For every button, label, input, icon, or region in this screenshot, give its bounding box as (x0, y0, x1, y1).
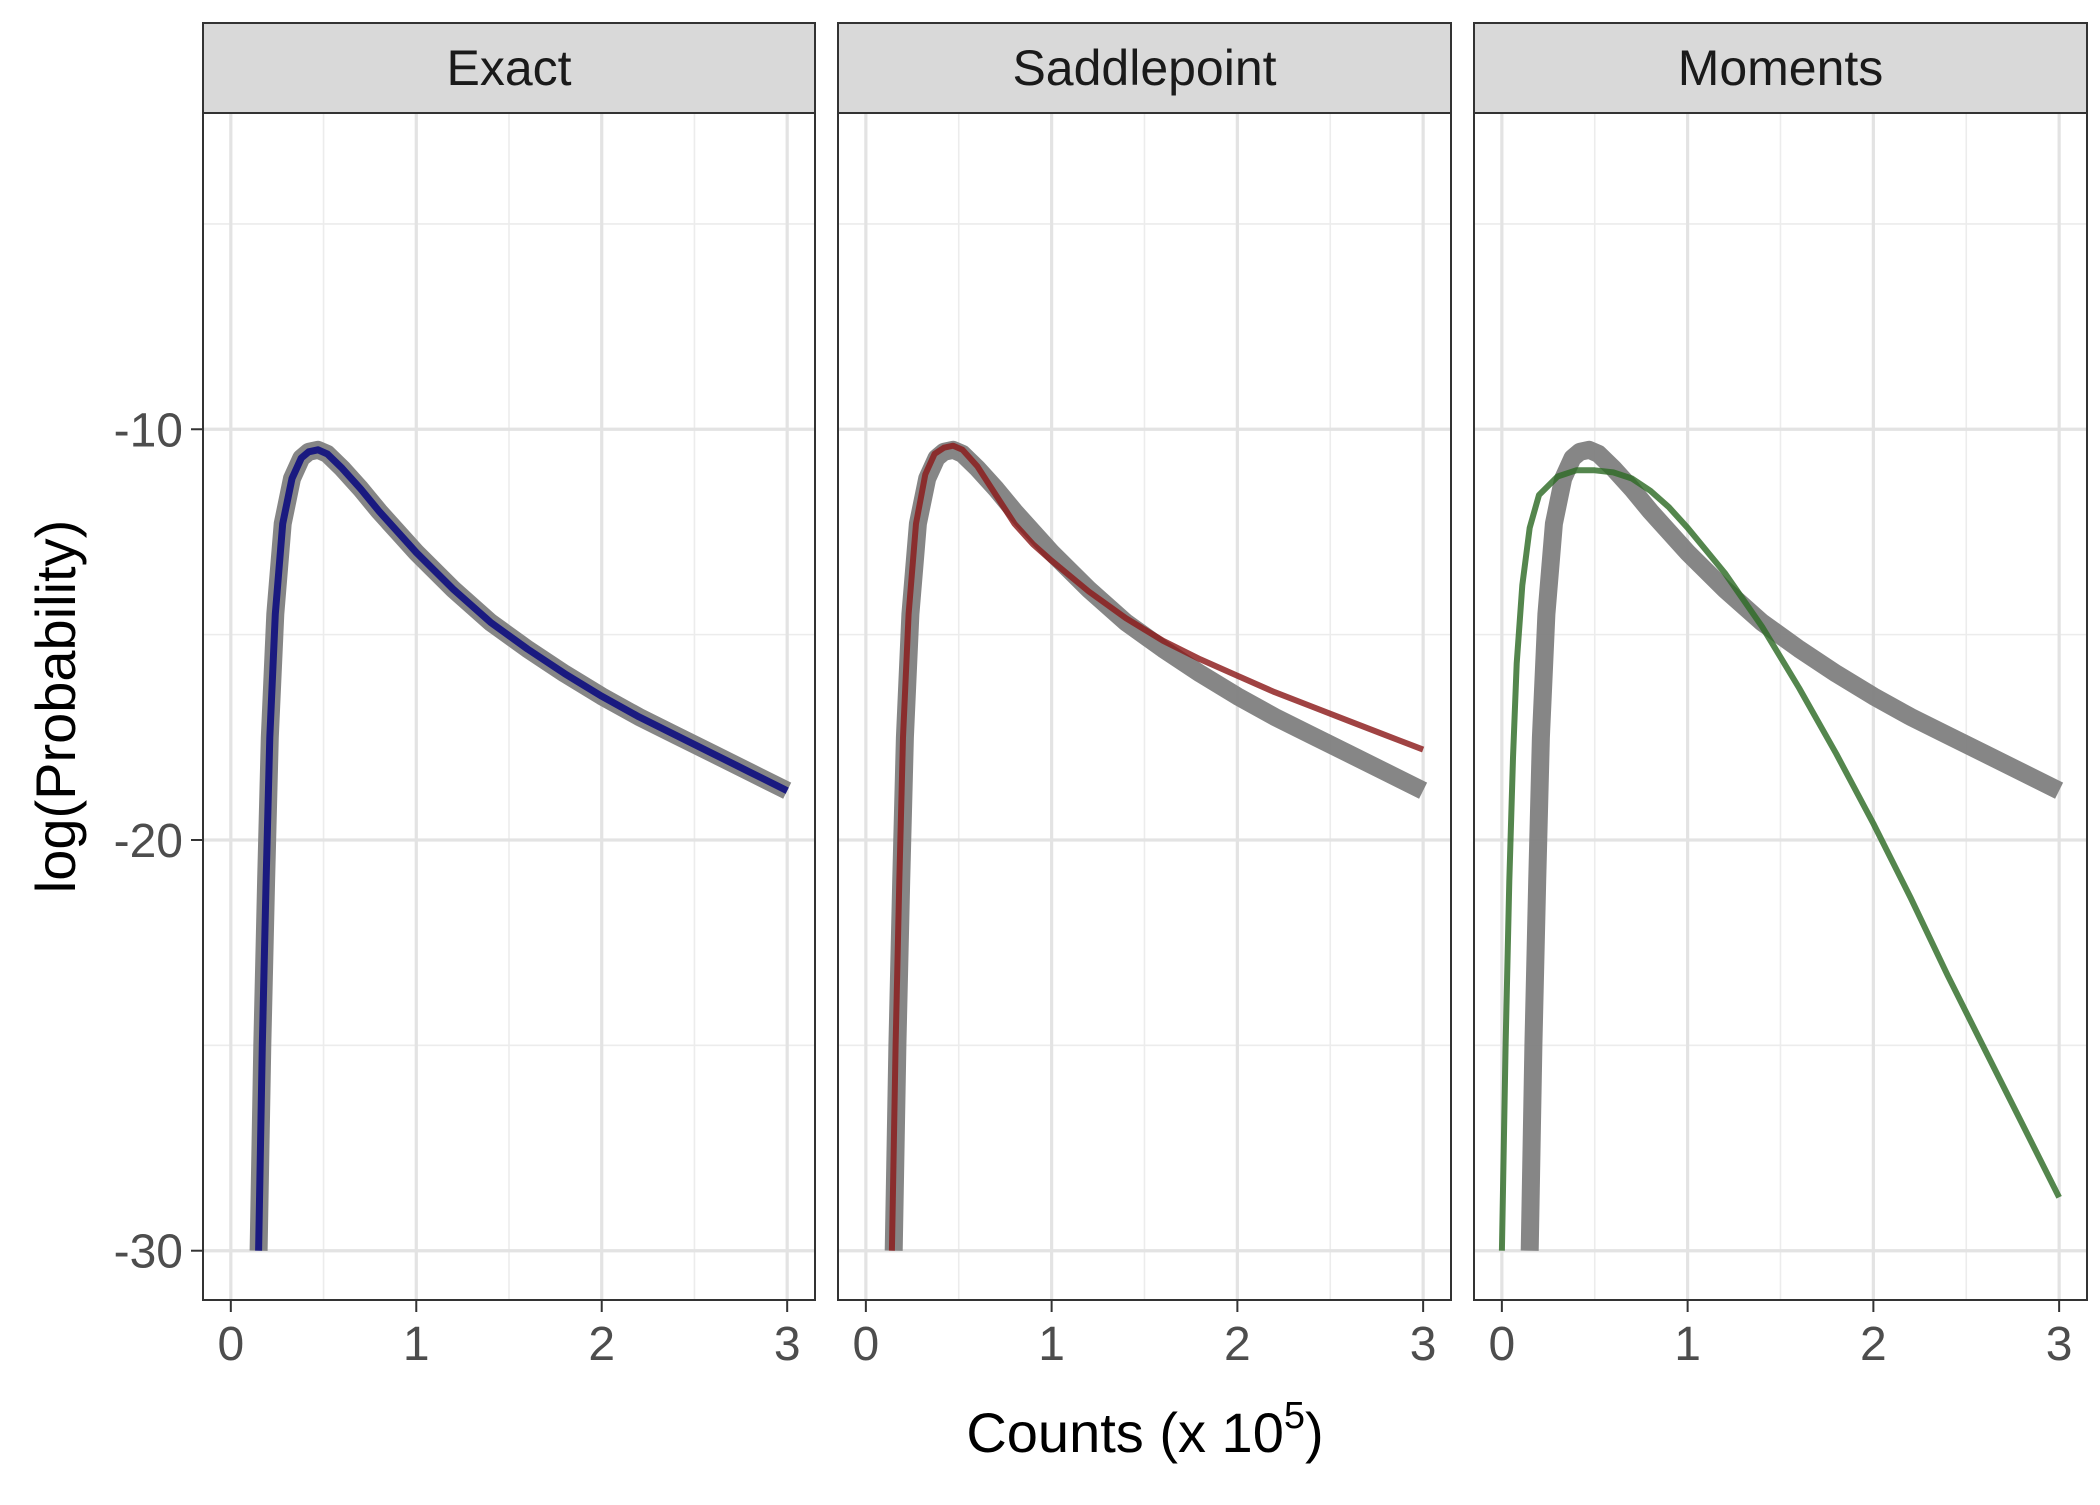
panel-1-strip-title: Exact (446, 40, 571, 96)
panel-3-series-line-moments (1498, 467, 2062, 1251)
panel-3-x-tick-label-0: 0 (1489, 1318, 1516, 1371)
panel-2-x-tick-label-1: 1 (1038, 1318, 1065, 1371)
panel-3-x-tick-label-2: 2 (1860, 1318, 1887, 1371)
panel-3-strip (1473, 22, 2088, 114)
panel-2-strip (837, 22, 1452, 114)
y-tick-label-0: -10 (114, 404, 183, 457)
panel-2-strip-title: Saddlepoint (1012, 40, 1276, 96)
x-axis-title-exponent: 5 (1284, 1395, 1305, 1437)
panel-2-x-tick-label-0: 0 (853, 1318, 880, 1371)
panel-1-strip (202, 22, 816, 114)
panel-1-x-tick-label-1: 1 (403, 1318, 430, 1371)
panel-1-x-tick-label-3: 3 (774, 1318, 801, 1371)
panel-1-x-tick-label-2: 2 (588, 1318, 615, 1371)
panel-2-x-tick-label-3: 3 (1410, 1318, 1437, 1371)
panel-1-series-line-exact (255, 446, 789, 1251)
panel-2-x-tick-label-2: 2 (1224, 1318, 1251, 1371)
x-axis-title-main: Counts (x 10 (966, 1401, 1284, 1464)
y-tick-label-2: -30 (114, 1226, 183, 1279)
panel-3-x-tick-label-1: 1 (1674, 1318, 1701, 1371)
x-axis-title: Counts (x 105) (966, 1395, 1323, 1464)
panel-1-x-tick-label-0: 0 (217, 1318, 244, 1371)
panel-3-x-tick-label-3: 3 (2046, 1318, 2073, 1371)
y-axis-title: log(Probability) (24, 520, 87, 894)
y-tick-label-1: -20 (114, 815, 183, 868)
panel-3-reference-series-line (1520, 440, 2064, 1251)
panel-2-series-line-saddlepoint (888, 442, 1425, 1251)
x-axis-title-close: ) (1305, 1401, 1324, 1464)
panel-3-strip-title: Moments (1678, 40, 1884, 96)
